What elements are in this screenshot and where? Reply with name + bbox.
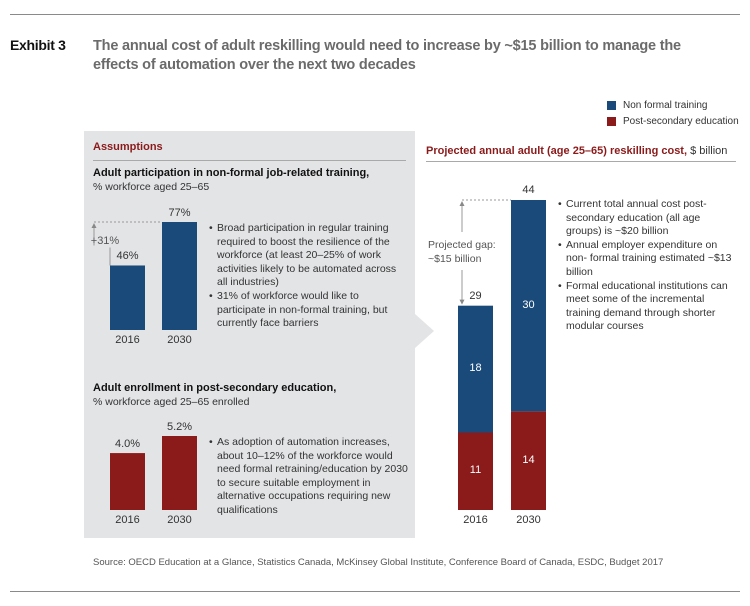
gap-label-line1: Projected gap: xyxy=(428,239,496,251)
bar-value-label: 4.0% xyxy=(114,438,141,451)
bullet-item: Broad participation in regular training … xyxy=(209,222,409,290)
bar-category-label: 2030 xyxy=(167,334,192,346)
projection-bullets: Current total annual cost post-secondary… xyxy=(558,198,738,334)
gap-arrow-head-down xyxy=(459,299,465,305)
bar-category-label: 2030 xyxy=(516,514,541,526)
bar-enrollment-2030 xyxy=(162,436,197,510)
stacked-segment-non-formal-2030 xyxy=(511,200,546,412)
bullet-item: Formal educational institutions can meet… xyxy=(558,280,738,334)
bar-enrollment-2016 xyxy=(110,453,145,510)
legend-item-non-formal: Non formal training xyxy=(607,97,739,113)
bar-category-label: 2030 xyxy=(167,514,192,526)
total-value-label: 44 xyxy=(522,184,535,196)
gap-label-line2: ~$15 billion xyxy=(428,253,482,265)
legend-swatch-red xyxy=(607,116,616,126)
bottom-rule xyxy=(10,591,740,592)
enrollment-bullets: As adoption of automation increases, abo… xyxy=(209,436,414,518)
bullet-item: Current total annual cost post-secondary… xyxy=(558,198,738,239)
stacked-segment-post-secondary-2030 xyxy=(511,411,546,510)
bar-category-label: 2016 xyxy=(115,514,140,526)
bullet-item: As adoption of automation increases, abo… xyxy=(209,436,414,518)
panel-pointer-arrow xyxy=(415,314,434,348)
bar-value-label: 5.2% xyxy=(166,421,193,433)
assumptions-heading: Assumptions xyxy=(93,141,163,153)
legend: Non formal training Post-secondary educa… xyxy=(607,97,739,129)
projection-heading-text: Projected annual adult (age 25–65) reski… xyxy=(426,145,688,157)
assumptions-rule xyxy=(93,160,406,161)
total-value-label: 29 xyxy=(469,289,482,302)
bullet-item: 31% of workforce would like to participa… xyxy=(209,290,409,331)
projection-heading-unit: $ billion xyxy=(687,145,728,157)
exhibit-title: The annual cost of adult reskilling woul… xyxy=(93,38,681,73)
enrollment-unit: % workforce aged 25–65 enrolled xyxy=(93,396,250,408)
legend-label: Post-secondary education xyxy=(623,115,739,127)
segment-value-label: 14 xyxy=(522,453,535,466)
bar-category-label: 2016 xyxy=(115,334,140,346)
stacked-segment-post-secondary-2016 xyxy=(458,432,493,510)
projection-heading: Projected annual adult (age 25–65) reski… xyxy=(426,145,727,157)
bar-value-label: 77% xyxy=(168,207,191,219)
participation-unit: % workforce aged 25–65 xyxy=(93,181,210,193)
segment-value-label: 30 xyxy=(522,298,535,311)
gap-arrow-head-up xyxy=(459,201,465,206)
legend-label: Non formal training xyxy=(623,99,708,111)
segment-value-label: 11 xyxy=(469,464,482,477)
change-label: +31% xyxy=(90,235,120,248)
bar-category-label: 2016 xyxy=(463,514,488,526)
participation-bullets: Broad participation in regular training … xyxy=(209,222,409,331)
source-note: Source: OECD Education at a Glance, Stat… xyxy=(93,557,664,568)
legend-swatch-blue xyxy=(607,100,616,110)
legend-item-post-secondary: Post-secondary education xyxy=(607,113,739,129)
bullet-item: Annual employer expenditure on non- form… xyxy=(558,239,738,280)
top-rule xyxy=(10,14,740,15)
exhibit-label: Exhibit 3 xyxy=(10,37,66,53)
projection-rule xyxy=(426,161,736,162)
bar-participation-2030 xyxy=(162,222,197,330)
gap-label: Projected gap: ~$15 billion xyxy=(428,238,496,266)
bar-value-label: 46% xyxy=(116,250,139,263)
bar-participation-2016 xyxy=(110,265,145,330)
enrollment-title: Adult enrollment in post-secondary educa… xyxy=(93,382,337,394)
stacked-segment-non-formal-2016 xyxy=(458,305,493,433)
change-arrow-head xyxy=(91,223,97,228)
segment-value-label: 18 xyxy=(469,362,482,375)
participation-title: Adult participation in non-formal job-re… xyxy=(93,167,370,179)
